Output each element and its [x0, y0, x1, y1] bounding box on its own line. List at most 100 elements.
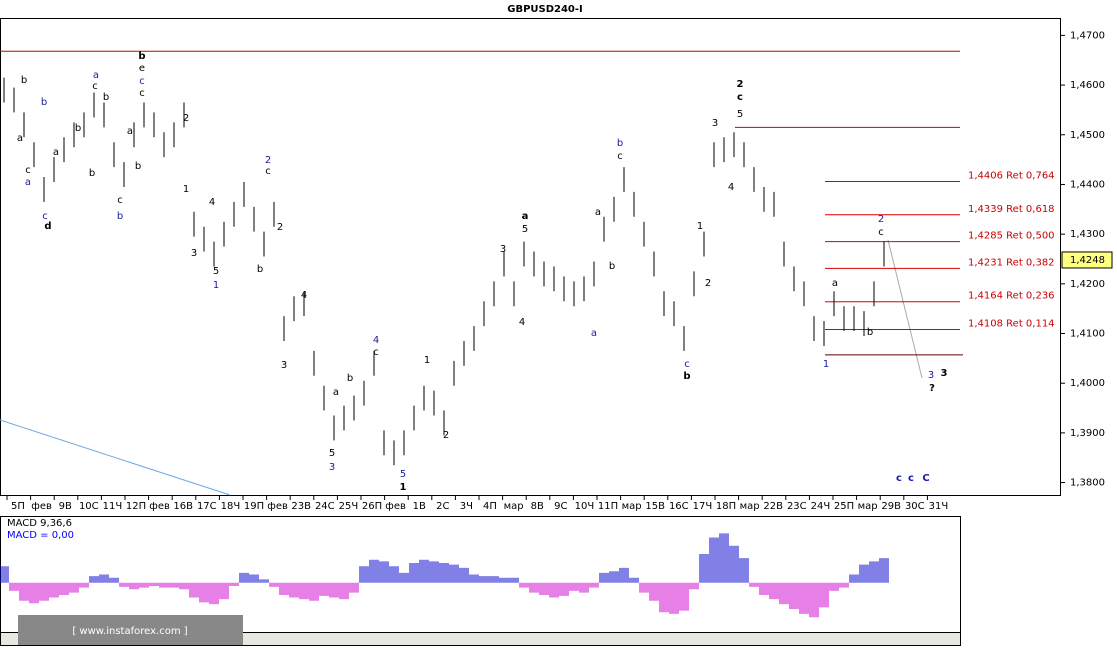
- x-tick-label: 22В: [763, 501, 783, 512]
- wave-label: 4: [301, 290, 307, 301]
- x-tick-label: 3Ч: [460, 501, 473, 512]
- wave-label: c: [737, 92, 743, 103]
- wave-label: 5: [522, 224, 528, 235]
- x-tick-label: фев: [149, 501, 170, 512]
- wave-label: b: [617, 138, 623, 149]
- x-tick-label: 9В: [59, 501, 72, 512]
- wave-label: b: [609, 261, 615, 272]
- wave-label: 2: [277, 222, 283, 233]
- wave-label: 3: [712, 118, 718, 129]
- wave-label: 5: [329, 448, 335, 459]
- x-tick-label: фев: [31, 501, 52, 512]
- x-tick-label: мар: [858, 501, 878, 512]
- x-tick-label: 15В: [645, 501, 665, 512]
- x-tick-label: 29В: [881, 501, 901, 512]
- x-tick-label: фев: [267, 501, 288, 512]
- x-tick-label: 2С: [436, 501, 449, 512]
- y-tick-label: 1,4200: [1070, 279, 1105, 290]
- wave-label: 4: [209, 197, 215, 208]
- wave-label: 1: [183, 184, 189, 195]
- wave-label: b: [683, 371, 690, 382]
- wave-label: 1: [823, 359, 829, 370]
- wave-label: ?: [929, 383, 935, 394]
- retracement-label: 1,4285 Ret 0,500: [968, 231, 1055, 242]
- wave-label: c: [117, 195, 123, 206]
- wave-label: b: [347, 373, 353, 384]
- y-tick-label: 1,4700: [1070, 30, 1105, 41]
- y-tick-label: 1,4300: [1070, 229, 1105, 240]
- wave-label: b: [89, 168, 95, 179]
- wave-label: 1: [424, 355, 430, 366]
- wave-label: 5: [400, 469, 406, 480]
- retracement-label: 1,4406 Ret 0,764: [968, 170, 1055, 181]
- wave-label: 4: [373, 335, 379, 346]
- x-tick-label: 11П: [598, 501, 618, 512]
- wave-label: a: [53, 147, 59, 158]
- wave-label: a: [522, 211, 529, 222]
- wave-label: 2: [737, 79, 744, 90]
- wave-label: 2: [183, 113, 189, 124]
- wave-label: a: [832, 278, 838, 289]
- x-tick-label: 5П: [11, 501, 25, 512]
- wave-label: c: [617, 151, 623, 162]
- wave-label: b: [138, 51, 145, 62]
- x-tick-label: 16С: [669, 501, 689, 512]
- x-tick-label: 17С: [197, 501, 217, 512]
- y-tick-label: 1,4500: [1070, 130, 1105, 141]
- wave-label: 2: [443, 430, 449, 441]
- retracement-label: 1,4108 Ret 0,114: [968, 319, 1055, 330]
- wave-label: b: [21, 75, 27, 86]
- x-tick-label: фев: [385, 501, 406, 512]
- wave-label: c: [139, 76, 145, 87]
- x-tick-label: 9С: [554, 501, 567, 512]
- x-tick-label: мар: [622, 501, 642, 512]
- wave-label: 4: [519, 317, 525, 328]
- wave-label: 5: [737, 109, 743, 120]
- wave-label: a: [25, 177, 31, 188]
- retracement-label: 1,4164 Ret 0,236: [968, 291, 1055, 302]
- retracement-label: 1,4339 Ret 0,618: [968, 204, 1055, 215]
- wave-label: c: [896, 473, 902, 484]
- wave-label: a: [591, 328, 597, 339]
- x-tick-label: 25Ч: [339, 501, 359, 512]
- wave-label: c: [908, 473, 914, 484]
- macd-value: MACD = 0,00: [7, 530, 74, 541]
- trend-line: [0, 419, 231, 496]
- wave-label: b: [41, 97, 47, 108]
- wave-label: c: [139, 88, 145, 99]
- x-tick-label: 26П: [362, 501, 382, 512]
- wave-label: 2: [878, 214, 884, 225]
- x-tick-label: 31Ч: [929, 501, 949, 512]
- wave-label: 2: [705, 278, 711, 289]
- wave-label: 1: [400, 482, 407, 493]
- x-tick-label: 10Ч: [575, 501, 595, 512]
- x-tick-label: 18П: [716, 501, 736, 512]
- wave-label: 3: [928, 370, 934, 381]
- wave-label: a: [127, 126, 133, 137]
- x-tick-label: 8В: [531, 501, 544, 512]
- wave-label: c: [265, 166, 271, 177]
- wave-label: b: [75, 123, 81, 134]
- wave-label: c: [92, 81, 98, 92]
- watermark-box: [18, 615, 243, 645]
- x-tick-label: 19П: [244, 501, 264, 512]
- x-tick-label: 10С: [79, 501, 99, 512]
- wave-label: b: [135, 161, 141, 172]
- wave-label: 1: [697, 221, 703, 232]
- chart-title: GBPUSD240-I: [507, 4, 583, 15]
- current-price-label: 1,4248: [1070, 255, 1105, 266]
- wave-label: b: [257, 264, 263, 275]
- wave-label: c: [42, 211, 48, 222]
- wave-label: a: [93, 70, 99, 81]
- wave-label: 3: [500, 244, 506, 255]
- wave-label: c: [878, 227, 884, 238]
- wave-label: a: [17, 133, 23, 144]
- price-panel: [0, 18, 1061, 496]
- wave-label: b: [117, 211, 123, 222]
- y-tick-label: 1,4100: [1070, 329, 1105, 340]
- x-tick-label: 17Ч: [693, 501, 713, 512]
- x-tick-label: 4П: [483, 501, 497, 512]
- x-tick-label: 24С: [315, 501, 335, 512]
- retracement-label: 1,4231 Ret 0,382: [968, 257, 1055, 268]
- wave-label: d: [44, 221, 51, 232]
